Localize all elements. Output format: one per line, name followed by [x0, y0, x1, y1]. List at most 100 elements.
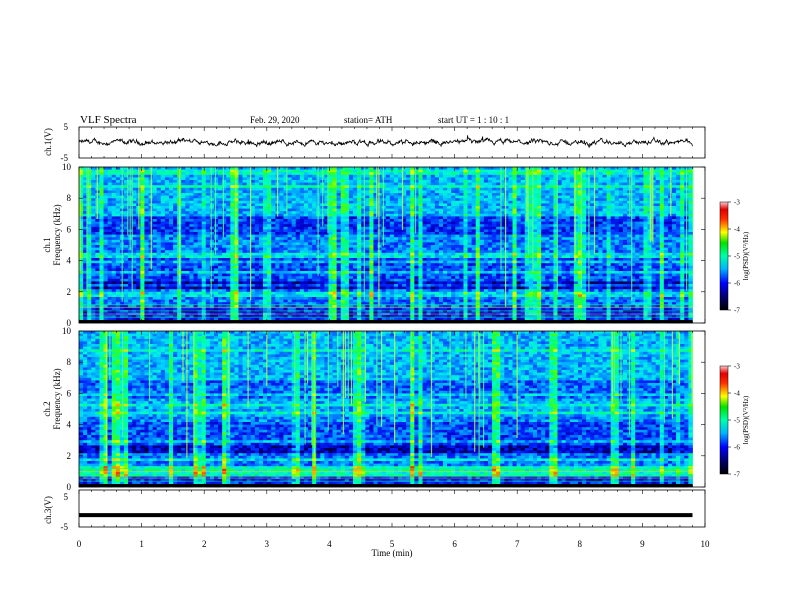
spectrogram-cell [267, 229, 272, 233]
spectrogram-cell [107, 258, 113, 261]
spectrogram-cell [128, 271, 133, 274]
spectrogram-cell [316, 294, 321, 298]
spectrogram-cell [189, 247, 194, 251]
spectrogram-cell [312, 310, 317, 313]
spectrogram-cell [308, 174, 313, 178]
spectrogram-cell [152, 286, 158, 290]
spectrogram-cell [230, 216, 235, 220]
spectrogram-cell [152, 198, 158, 202]
spectrogram-cell [299, 224, 305, 228]
spectrogram-cell [344, 190, 350, 194]
spectrogram-cell [168, 265, 174, 269]
spectrogram-cell [385, 242, 391, 246]
spectrogram-cell [267, 195, 272, 199]
spectrogram-cell [238, 193, 243, 196]
spectrogram-cell [402, 216, 407, 220]
spectrogram-cell [201, 185, 207, 189]
spectrogram-cell [205, 195, 211, 199]
spectrogram-cell [344, 221, 350, 225]
spectrogram-cell [353, 239, 358, 243]
spectrogram-cell [271, 219, 276, 222]
spectrogram-cell [103, 255, 109, 259]
spectrogram-cell [209, 255, 215, 259]
spectrogram-cell [197, 219, 203, 222]
spectrogram-cell [398, 226, 403, 230]
spectrogram-cell [222, 193, 227, 196]
spectrogram-cell [373, 307, 378, 311]
spectrogram-cell [95, 219, 100, 222]
spectrogram-cell [193, 268, 199, 272]
spectrogram-cell [181, 271, 186, 274]
spectrogram-cell [128, 317, 133, 321]
spectrogram-cell [197, 260, 203, 264]
spectrogram-cell [369, 271, 374, 274]
spectrogram-cell [377, 213, 383, 217]
spectrogram-cell [267, 213, 272, 217]
spectrogram-cell [283, 200, 288, 204]
spectrogram-cell [205, 302, 211, 306]
spectrogram-cell [91, 198, 96, 202]
spectrogram-cell [181, 232, 186, 235]
spectrogram-cell [185, 213, 190, 217]
spectrogram-cell [123, 304, 129, 308]
spectrogram-cell [303, 252, 309, 256]
spectrogram-cell [197, 299, 203, 303]
spectrogram-cell [222, 221, 227, 225]
spectrogram-cell [279, 278, 284, 282]
spectrogram-cell [226, 281, 231, 285]
spectrogram-cell [91, 258, 96, 261]
spectrogram-cell [344, 252, 350, 256]
spectrogram-cell [263, 263, 268, 267]
spectrogram-cell [181, 224, 186, 228]
spectrogram-cell [218, 252, 223, 256]
spectrogram-cell [385, 213, 391, 217]
spectrogram-cell [263, 289, 268, 293]
spectrogram-cell [312, 190, 317, 194]
spectrogram-cell [99, 229, 104, 233]
spectrogram-cell [242, 255, 248, 259]
spectrogram-cell [144, 268, 149, 272]
spectrogram-cell [328, 247, 333, 251]
spectrogram-cell [222, 291, 227, 295]
spectrogram-cell [234, 265, 239, 269]
spectrogram-cell [344, 232, 350, 235]
spectrogram-cell [164, 213, 170, 217]
spectrogram-cell [361, 187, 366, 191]
spectrogram-cell [226, 216, 231, 220]
spectrogram-cell [373, 221, 378, 225]
spectrogram-cell [320, 281, 325, 285]
spectrogram-cell [87, 167, 92, 170]
spectrogram-cell [164, 190, 170, 194]
spectrogram-cell [308, 206, 313, 209]
spectrogram-cell [406, 294, 411, 298]
spectrogram-cell [250, 315, 256, 319]
spectrogram-cell [160, 284, 166, 287]
spectrogram-cell [283, 260, 288, 264]
spectrogram-cell [324, 198, 329, 202]
spectrogram-cell [410, 211, 415, 215]
spectrogram-cell [213, 260, 219, 264]
spectrogram-cell [123, 286, 129, 290]
spectrogram-cell [377, 291, 383, 295]
spectrogram-cell [340, 263, 346, 267]
spectrogram-cell [336, 317, 342, 321]
spectrogram-cell [312, 187, 317, 191]
spectrogram-cell [287, 294, 293, 298]
spectrogram-cell [234, 260, 239, 264]
spectrogram-cell [205, 185, 211, 189]
spectrogram-cell [234, 242, 239, 246]
spectrogram-cell [103, 297, 109, 300]
spectrogram-cell [197, 242, 203, 246]
spectrogram-cell [283, 219, 288, 222]
spectrogram-cell [213, 172, 219, 176]
spectrogram-cell [83, 302, 88, 306]
spectrogram-cell [312, 174, 317, 178]
spectrogram-cell [254, 315, 260, 319]
spectrogram-cell [381, 302, 387, 306]
spectrogram-cell [79, 276, 84, 280]
spectrogram-cell [381, 273, 387, 277]
spectrogram-cell [336, 245, 342, 248]
spectrogram-cell [353, 219, 358, 222]
spectrogram-cell [353, 294, 358, 298]
spectrogram-cell [279, 294, 284, 298]
